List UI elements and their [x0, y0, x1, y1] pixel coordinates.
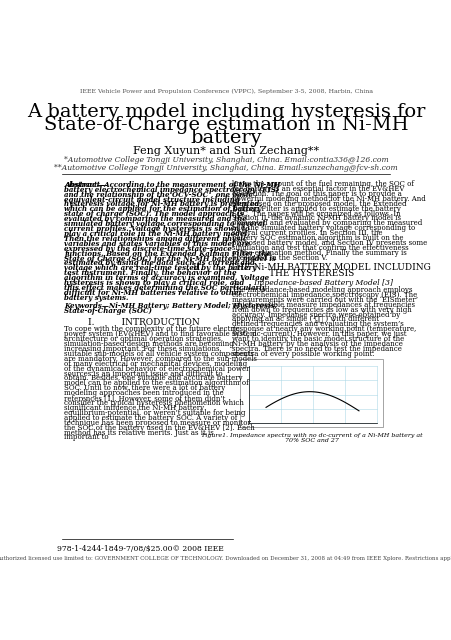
Text: from down to frequencies as low as with very high: from down to frequencies as low as with …: [231, 306, 411, 314]
Text: battery: battery: [190, 129, 261, 147]
Text: battery electrochemical impedance spectroscopy (EIS): battery electrochemical impedance spectr…: [64, 186, 279, 194]
Text: presented and evaluated by comparing the measured: presented and evaluated by comparing the…: [231, 220, 421, 227]
Text: 978-1-4244-1849-7/08/$25.00© 2008 IEEE: 978-1-4244-1849-7/08/$25.00© 2008 IEEE: [57, 545, 223, 554]
Text: the battery is an essential factor in the EV&HEV: the battery is an essential factor in th…: [231, 185, 404, 193]
Text: functions. Based on the Extended Kalman Filter, the: functions. Based on the Extended Kalman …: [64, 250, 271, 258]
Text: SOC. Until to now, there were a lot of battery: SOC. Until to now, there were a lot of b…: [64, 384, 225, 392]
Text: references [1]. However, some of them didn’t: references [1]. However, some of them di…: [64, 394, 225, 402]
Text: which possible measure impedances at frequencies: which possible measure impedances at fre…: [231, 301, 414, 308]
Text: of many electrical or mechanical devices, modeling: of many electrical or mechanical devices…: [64, 360, 247, 368]
Text: Keywords—Ni-MH Battery; Battery Model; Hysteresis;: Keywords—Ni-MH Battery; Battery Model; H…: [64, 302, 277, 310]
Text: then based on the proposed model, the Extended: then based on the proposed model, the Ex…: [231, 200, 405, 208]
Text: **Automotive College Tongji University, Shanghai, China. Email:sunzechang@fcv-sh: **Automotive College Tongji University, …: [54, 164, 397, 172]
Text: architecture or optimal operation strategies,: architecture or optimal operation strate…: [64, 335, 223, 343]
Text: operation. The goal of this paper is to provide a: operation. The goal of this paper is to …: [231, 190, 401, 198]
Text: evaluated by comparing the measured and the: evaluated by comparing the measured and …: [64, 215, 246, 223]
Text: increasing important. For these simulations,: increasing important. For these simulati…: [64, 345, 221, 353]
Text: I.   INTRODUCTION: I. INTRODUCTION: [87, 317, 199, 327]
Text: sources is an important issue and difficult to: sources is an important issue and diffic…: [64, 369, 222, 378]
Text: spectra of every possible working point.: spectra of every possible working point.: [231, 350, 374, 358]
Text: measurements were carried out with the ‘EISmeter’: measurements were carried out with the ‘…: [231, 296, 417, 304]
Text: hysteresis is shown to play a critical role, and: hysteresis is shown to play a critical r…: [64, 279, 244, 287]
Text: spectra. There is no need to test the impedance: spectra. There is no need to test the im…: [231, 345, 401, 353]
Text: modeling approaches been introduced in the: modeling approaches been introduced in t…: [64, 389, 223, 397]
Text: accuracy. Impedance spectra were obtained by: accuracy. Impedance spectra were obtaine…: [231, 310, 400, 319]
Text: expressed by the discrete-time state-space: expressed by the discrete-time state-spa…: [64, 244, 231, 253]
Text: simulation and test that confirm the effectiveness: simulation and test that confirm the eff…: [231, 244, 408, 252]
Text: of the estimation method. Finally the summary is: of the estimation method. Finally the su…: [231, 249, 406, 257]
Text: THE HYSTERESIS: THE HYSTERESIS: [268, 269, 353, 278]
Text: response at nearly any working point (temperature,: response at nearly any working point (te…: [231, 325, 415, 333]
Text: the SOC of the battery used in the EV&HEV [2]. Each: the SOC of the battery used in the EV&HE…: [64, 424, 254, 431]
Text: technique has been proposed to measure or monitor: technique has been proposed to measure o…: [64, 419, 250, 427]
Text: powerful modeling method for the Ni-MH battery. And: powerful modeling method for the Ni-MH b…: [231, 195, 425, 203]
Bar: [239, 358, 382, 427]
Text: The impedance-based modeling approach employs: The impedance-based modeling approach em…: [231, 286, 412, 294]
Text: power system (EV&HEV) and to find favorable system: power system (EV&HEV) and to find favora…: [64, 330, 256, 338]
Text: of the dynamical behavior of electrochemical power: of the dynamical behavior of electrochem…: [64, 365, 249, 372]
Text: Kalman Filter is applied to estimate the battery: Kalman Filter is applied to estimate the…: [231, 205, 400, 212]
Text: Section II, the dynamic Ni-MH battery model is: Section II, the dynamic Ni-MH battery mo…: [231, 214, 400, 223]
Text: hysteresis voltage for Ni-MH battery is presented,: hysteresis voltage for Ni-MH battery is …: [64, 200, 261, 209]
Text: and the simulated battery voltage corresponding to: and the simulated battery voltage corres…: [231, 224, 414, 232]
Text: equivalent-circuit model structure including: equivalent-circuit model structure inclu…: [64, 196, 239, 204]
Text: important to: important to: [64, 433, 109, 442]
Text: which can be applied for the estimation of battery: which can be applied for the estimation …: [64, 205, 261, 213]
Text: obtain. Besides, one suitable and accurate battery: obtain. Besides, one suitable and accura…: [64, 374, 242, 383]
Text: State-of-Charge (SOC): State-of-Charge (SOC): [64, 307, 152, 315]
Text: Abstract—According to the measurement of the Ni-MH: Abstract—According to the measurement of…: [64, 181, 280, 189]
Text: significant influence the Ni-MH battery: significant influence the Ni-MH battery: [64, 404, 204, 412]
Text: Then the relationships among different physic: Then the relationships among different p…: [64, 235, 247, 243]
Text: To cope with the complexity of the future electric: To cope with the complexity of the futur…: [64, 325, 239, 333]
Text: Ni-MH battery by the analysis of the impedance: Ni-MH battery by the analysis of the imp…: [231, 340, 402, 348]
Text: Figure1. Impedance spectra with no dc-current of a Ni-MH battery at: Figure1. Impedance spectra with no dc-cu…: [200, 433, 421, 438]
Text: battery systems.: battery systems.: [64, 294, 129, 302]
Text: voltage which are real-time tested by the battery: voltage which are real-time tested by th…: [64, 264, 256, 273]
Text: model can be applied to the estimation algorithm of: model can be applied to the estimation a…: [64, 380, 249, 387]
Text: *Automotive College Tongji University, Shanghai, China. Email:contia336@126.com: *Automotive College Tongji University, S…: [64, 156, 387, 164]
Text: equilibrium-potential, or weren’t suitable for being: equilibrium-potential, or weren’t suitab…: [64, 409, 245, 417]
Text: consider the typical hysteresis phenomenon which: consider the typical hysteresis phenomen…: [64, 399, 244, 407]
Text: state of charge (SOC). The model approach is: state of charge (SOC). The model approac…: [64, 211, 243, 218]
Text: simulated battery voltage corresponding to several: simulated battery voltage corresponding …: [64, 220, 265, 228]
Text: play a critical role in the Ni-MH battery model.: play a critical role in the Ni-MH batter…: [64, 230, 249, 238]
Text: difficult for Ni-MH batteries relative to other: difficult for Ni-MH batteries relative t…: [64, 289, 242, 297]
Text: defined frequencies and evaluating the system’s: defined frequencies and evaluating the s…: [231, 321, 403, 328]
Text: Authorized licensed use limited to: GOVERNMENT COLLEGE OF TECHNOLOGY. Downloaded: Authorized licensed use limited to: GOVE…: [0, 556, 451, 561]
Text: simulation-based design methods are becoming: simulation-based design methods are beco…: [64, 340, 233, 348]
Text: estimated by using the data such as current and: estimated by using the data such as curr…: [64, 259, 254, 268]
Text: Abstract—: Abstract—: [64, 181, 108, 189]
Text: know the amount of the fuel remaining, the SOC of: know the amount of the fuel remaining, t…: [231, 180, 413, 188]
Text: SOC. The paper will be organized as follows. In: SOC. The paper will be organized as foll…: [231, 209, 400, 218]
Text: suitable sub-models of all vehicle system components: suitable sub-models of all vehicle syste…: [64, 350, 253, 358]
Text: this effect makes determining the SOC particularly: this effect makes determining the SOC pa…: [64, 284, 266, 292]
Text: Feng Xuyun* and Sun Zechang**: Feng Xuyun* and Sun Zechang**: [133, 147, 318, 156]
Text: and the relationship of the OCV-SOC , one basic: and the relationship of the OCV-SOC , on…: [64, 191, 252, 198]
Text: test instrument. Finally, the behavior of the: test instrument. Finally, the behavior o…: [64, 269, 236, 277]
Text: applied to estimate the battery SOC. A variety of: applied to estimate the battery SOC. A v…: [64, 414, 237, 422]
Text: are mandatory. However, compared to the sub-models: are mandatory. However, compared to the …: [64, 355, 257, 363]
Text: A battery model including hysteresis for: A battery model including hysteresis for: [27, 103, 424, 121]
Text: SOC, dc-current). However, in this paper, we just: SOC, dc-current). However, in this paper…: [231, 330, 405, 338]
Text: applying an ac single ( ︀︁ ) with different: applying an ac single ( ︀︁ ) with diff…: [231, 316, 378, 323]
Text: IEEE Vehicle Power and Propulsion Conference (VPPC), September 3-5, 2008, Harbin: IEEE Vehicle Power and Propulsion Confer…: [79, 89, 372, 94]
Text: II.   THE Ni-MH BATTERY MODEL INCLUDING: II. THE Ni-MH BATTERY MODEL INCLUDING: [192, 262, 429, 271]
Text: algorithm in terms of accuracy is examined. Voltage: algorithm in terms of accuracy is examin…: [64, 274, 269, 282]
Text: method has its relative merits. Just as it is: method has its relative merits. Just as …: [64, 429, 213, 436]
Text: proposed battery model, and Section IV presents some: proposed battery model, and Section IV p…: [231, 239, 426, 247]
Text: State of Charge (SOC) for the Ni-MH battery model is: State of Charge (SOC) for the Ni-MH batt…: [64, 255, 276, 262]
Text: presented in the Section V.: presented in the Section V.: [231, 254, 327, 262]
Text: variables and states variables of this model are: variables and states variables of this m…: [64, 240, 249, 248]
Text: want to identify the basic model structure of the: want to identify the basic model structu…: [231, 335, 403, 343]
Text: A.  Impedance-based Battery Model [3]: A. Impedance-based Battery Model [3]: [231, 279, 393, 287]
Text: current profiles. Voltage hysteresis is shown to: current profiles. Voltage hysteresis is …: [64, 225, 249, 233]
Text: battery SOC estimation algorithm is built on the: battery SOC estimation algorithm is buil…: [231, 234, 403, 242]
Text: several current profiles. In Section III, the: several current profiles. In Section III…: [231, 229, 382, 237]
Text: 70% SOC and 27: 70% SOC and 27: [284, 438, 338, 443]
Text: electrochemical impedance spectroscopy (EIS). The: electrochemical impedance spectroscopy (…: [231, 291, 416, 299]
Text: State-of-Charge estimation in Ni-MH: State-of-Charge estimation in Ni-MH: [44, 116, 407, 134]
